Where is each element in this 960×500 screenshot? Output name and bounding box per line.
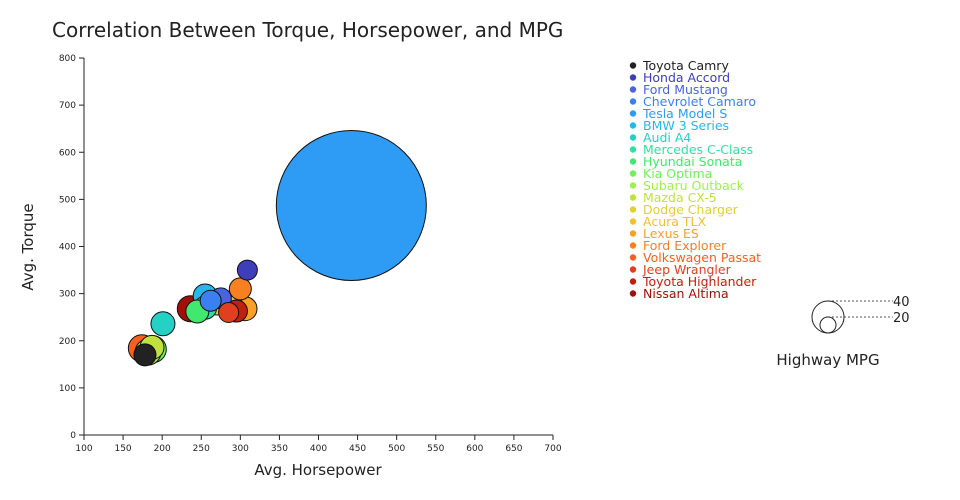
- axes: 100 150 200 250 300 350 400 450 500 550 600 650 700 0…: [59, 54, 562, 454]
- y-tick-label: 600: [59, 148, 76, 158]
- legend-marker[interactable]: [629, 158, 637, 165]
- y-tick-label: 400: [59, 243, 76, 253]
- x-tick-label: 300: [232, 444, 249, 454]
- data-points: [127, 130, 427, 367]
- legend-marker[interactable]: [629, 266, 637, 273]
- x-axis-title: Avg. Horsepower: [254, 461, 382, 479]
- legend-item[interactable]: Hyundai Sonata: [643, 154, 742, 169]
- chart-title: Correlation Between Torque, Horsepower, …: [52, 18, 563, 42]
- legend-item[interactable]: Lexus ES: [643, 226, 699, 241]
- x-tick-label: 350: [271, 444, 288, 454]
- legend-item[interactable]: Nissan Altima: [643, 286, 729, 301]
- legend-item[interactable]: Volkswagen Passat: [643, 250, 761, 265]
- data-point-ford-explorer[interactable]: [228, 277, 252, 301]
- legend-marker[interactable]: [629, 86, 637, 93]
- y-tick-label: 500: [59, 195, 76, 205]
- legend-item[interactable]: BMW 3 Series: [643, 118, 729, 133]
- legend-marker[interactable]: [629, 230, 637, 237]
- legend-item[interactable]: Tesla Model S: [642, 106, 727, 121]
- size-legend-title: Highway MPG: [776, 351, 879, 369]
- legend-marker[interactable]: [629, 254, 637, 261]
- legend-item[interactable]: Toyota Camry: [642, 58, 729, 73]
- x-tick-label: 550: [427, 444, 444, 454]
- legend-item[interactable]: Acura TLX: [643, 214, 706, 229]
- x-tick-label: 650: [505, 444, 522, 454]
- legend-marker[interactable]: [629, 170, 637, 177]
- legend-item[interactable]: Jeep Wrangler: [642, 262, 732, 277]
- legend-marker[interactable]: [629, 182, 637, 189]
- legend-marker[interactable]: [629, 278, 637, 285]
- legend-marker[interactable]: [629, 194, 637, 201]
- x-tick-label: 500: [388, 444, 405, 454]
- legend-marker[interactable]: [629, 98, 637, 105]
- legend-marker[interactable]: [629, 62, 637, 69]
- y-tick-label: 700: [59, 101, 76, 111]
- legend-item[interactable]: Mercedes C-Class: [643, 142, 753, 157]
- legend-item[interactable]: Dodge Charger: [643, 202, 739, 217]
- legend-item[interactable]: Subaru Outback: [643, 178, 745, 193]
- x-tick-label: 200: [154, 444, 171, 454]
- legend-item[interactable]: Ford Mustang: [643, 82, 728, 97]
- legend-item[interactable]: Toyota Highlander: [642, 274, 757, 289]
- size-legend-value: 40: [893, 295, 910, 310]
- legend-item[interactable]: Mazda CX-5: [643, 190, 717, 205]
- legend-item[interactable]: Honda Accord: [643, 70, 730, 85]
- y-tick-label: 200: [59, 337, 76, 347]
- size-legend-value: 20: [893, 311, 910, 326]
- legend-marker[interactable]: [629, 218, 637, 225]
- legend-marker[interactable]: [629, 74, 637, 81]
- data-point-honda-accord[interactable]: [236, 259, 258, 281]
- legend-marker[interactable]: [629, 110, 637, 117]
- legend-item[interactable]: Audi A4: [643, 130, 691, 145]
- x-tick-label: 250: [193, 444, 210, 454]
- x-tick-label: 150: [114, 444, 131, 454]
- data-point-chevrolet-camaro[interactable]: [199, 289, 222, 312]
- data-point-jeep-wrangler[interactable]: [218, 301, 240, 323]
- y-tick-label: 100: [59, 384, 76, 394]
- x-tick-label: 600: [466, 444, 483, 454]
- data-point-tesla-model-s[interactable]: [275, 130, 427, 282]
- legend-marker[interactable]: [629, 146, 637, 153]
- y-tick-label: 0: [70, 431, 76, 441]
- data-point-audi-a4[interactable]: [150, 311, 176, 337]
- legend-marker[interactable]: [629, 242, 637, 249]
- y-tick-label: 800: [59, 54, 76, 64]
- legend-marker[interactable]: [629, 122, 637, 129]
- legend-item[interactable]: Chevrolet Camaro: [643, 94, 756, 109]
- y-axis-title: Avg. Torque: [19, 203, 37, 290]
- data-point-toyota-camry[interactable]: [133, 343, 157, 367]
- legend-item[interactable]: Kia Optima: [643, 166, 712, 181]
- x-tick-label: 400: [310, 444, 327, 454]
- size-legend-circle: [819, 316, 837, 334]
- x-tick-label: 450: [349, 444, 366, 454]
- legend-marker[interactable]: [629, 290, 637, 297]
- x-tick-label: 100: [75, 444, 92, 454]
- legend-marker[interactable]: [629, 206, 637, 213]
- legend-marker[interactable]: [629, 134, 637, 141]
- legend-item[interactable]: Ford Explorer: [643, 238, 727, 253]
- y-tick-label: 300: [59, 290, 76, 300]
- x-tick-label: 700: [544, 444, 561, 454]
